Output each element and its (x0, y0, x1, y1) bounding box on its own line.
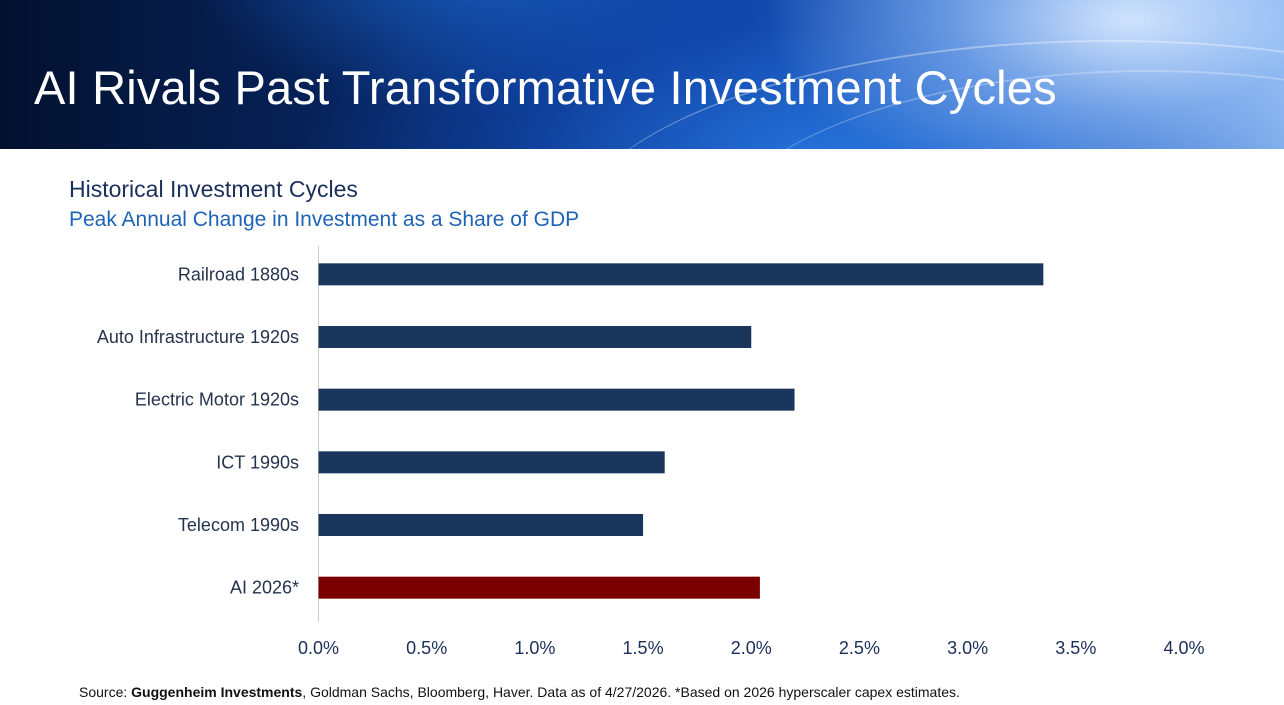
category-label: ICT 1990s (216, 452, 299, 472)
bar-telecom-1990s (318, 514, 644, 536)
source-rest: , Goldman Sachs, Bloomberg, Haver. Data … (302, 684, 960, 700)
x-tick-label: 2.5% (839, 638, 880, 658)
source-note: Source: Guggenheim Investments, Goldman … (79, 684, 960, 700)
source-primary: Guggenheim Investments (131, 684, 303, 700)
bar-ai-2026 (318, 576, 760, 599)
x-tick-label: 1.5% (623, 638, 664, 658)
bar-auto-infrastructure-1920s (318, 326, 752, 348)
slide-title: AI Rivals Past Transformative Investment… (34, 61, 1057, 114)
x-tick-label: 2.0% (731, 638, 772, 658)
x-tick-label: 1.0% (514, 638, 555, 658)
category-label: Electric Motor 1920s (135, 390, 299, 410)
bar-ict-1990s (318, 451, 665, 474)
bar-railroad-1880s (318, 263, 1044, 286)
bar-electric-motor-1920s (318, 388, 795, 411)
x-tick-labels: 0.0% 0.5% 1.0% 1.5% 2.0% 2.5% 3.0% 3.5% 4.0% (298, 638, 1205, 658)
title-banner: AI Rivals Past Transformative Investment… (0, 0, 1284, 149)
category-label: Railroad 1880s (178, 264, 299, 284)
category-label: Auto Infrastructure 1920s (97, 327, 299, 347)
category-label: Telecom 1990s (178, 515, 299, 535)
category-label: AI 2026* (230, 578, 299, 598)
x-tick-label: 3.5% (1055, 638, 1096, 658)
category-labels: Railroad 1880s Auto Infrastructure 1920s E… (97, 264, 299, 597)
x-tick-label: 4.0% (1163, 638, 1204, 658)
chart-title: Historical Investment Cycles (69, 176, 358, 202)
x-tick-label: 3.0% (947, 638, 988, 658)
x-tick-label: 0.5% (406, 638, 447, 658)
source-prefix: Source: (79, 684, 132, 700)
chart-subtitle: Peak Annual Change in Investment as a Sh… (69, 208, 580, 231)
x-tick-label: 0.0% (298, 638, 339, 658)
bars-group (318, 263, 1044, 599)
